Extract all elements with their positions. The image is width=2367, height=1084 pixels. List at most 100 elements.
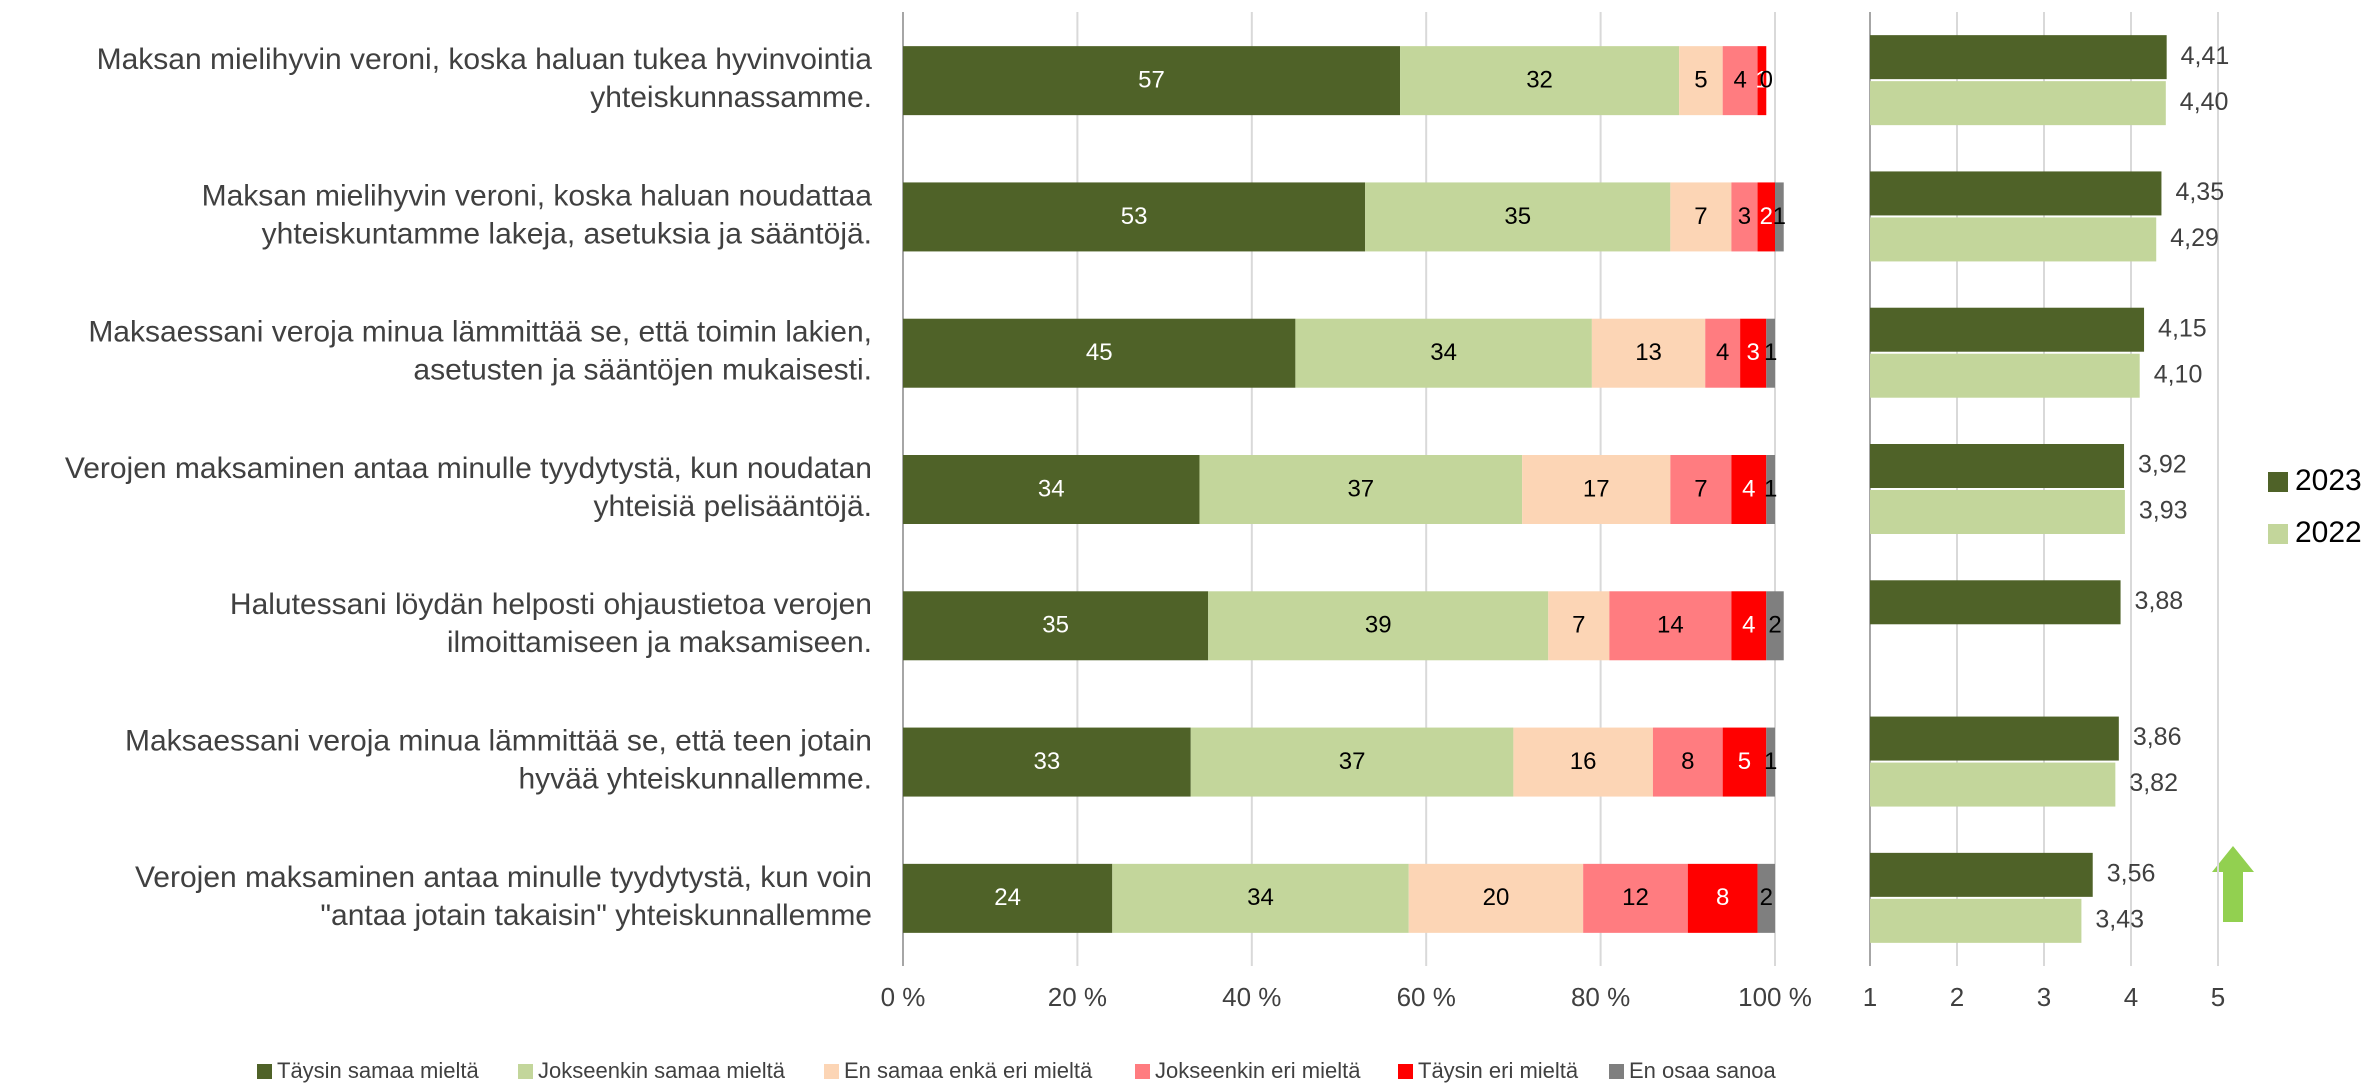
data-label: 1 xyxy=(1764,475,1777,502)
bar-segment xyxy=(1775,182,1784,252)
bar-segment xyxy=(1766,727,1775,797)
bar-segment xyxy=(1112,863,1409,933)
x-tick-label: 2 xyxy=(1950,982,1964,1012)
data-label: 57 xyxy=(1138,66,1165,93)
data-label: 4 xyxy=(1742,612,1755,639)
data-label: 1 xyxy=(1764,339,1777,366)
category-label: hyvää yhteiskunnallemme. xyxy=(518,762,872,795)
x-tick-label: 5 xyxy=(2211,982,2225,1012)
legend-label: Jokseenkin samaa mieltä xyxy=(538,1058,786,1083)
data-label: 14 xyxy=(1657,612,1684,639)
data-label: 4,15 xyxy=(2158,314,2207,342)
data-label: 24 xyxy=(994,884,1021,911)
data-label: 4,10 xyxy=(2154,360,2203,388)
legend-swatch xyxy=(1398,1064,1413,1079)
data-label: 12 xyxy=(1622,884,1649,911)
bar-segment xyxy=(903,46,1401,116)
bar-segment xyxy=(1740,318,1767,388)
legend-label: 2023 xyxy=(2295,464,2362,497)
bar-segment xyxy=(1652,727,1723,797)
category-label: Maksan mielihyvin veroni, koska haluan n… xyxy=(202,179,873,212)
legend-label: Täysin samaa mieltä xyxy=(277,1058,480,1083)
category-label: Maksan mielihyvin veroni, koska haluan t… xyxy=(97,43,873,76)
bar-segment xyxy=(903,182,1366,252)
bar xyxy=(1870,217,2157,262)
data-label: 3,93 xyxy=(2139,497,2188,525)
category-label: Verojen maksaminen antaa minulle tyydyty… xyxy=(135,861,872,894)
data-label: 16 xyxy=(1570,748,1597,775)
bar-segment xyxy=(1400,46,1680,116)
x-tick-label: 100 % xyxy=(1738,982,1812,1012)
bar-segment xyxy=(1408,863,1584,933)
bar xyxy=(1870,716,2119,761)
data-label: 34 xyxy=(1247,884,1274,911)
category-label: yhteisiä pelisääntöjä. xyxy=(593,490,872,523)
x-tick-label: 4 xyxy=(2124,982,2138,1012)
bar-segment xyxy=(1679,46,1723,116)
data-label: 4 xyxy=(1716,339,1729,366)
bar-segment xyxy=(1705,318,1741,388)
data-label: 5 xyxy=(1738,748,1751,775)
data-label: 3 xyxy=(1747,339,1760,366)
legend-label: Täysin eri mieltä xyxy=(1418,1058,1579,1083)
data-label: 3,86 xyxy=(2133,723,2182,751)
data-label: 8 xyxy=(1681,748,1694,775)
data-label: 53 xyxy=(1121,203,1148,230)
data-label: 1 xyxy=(1773,203,1786,230)
data-label: 4,35 xyxy=(2175,178,2224,206)
data-label: 2 xyxy=(1768,612,1781,639)
data-label: 1 xyxy=(1764,748,1777,775)
legend-swatch xyxy=(257,1064,272,1079)
legend-swatch xyxy=(1609,1064,1624,1079)
bar-segment xyxy=(1757,182,1775,252)
bar-segment xyxy=(1766,455,1775,524)
category-label: "antaa jotain takaisin" yhteiskunnallemm… xyxy=(320,899,872,932)
x-tick-label: 3 xyxy=(2037,982,2051,1012)
data-label: 34 xyxy=(1038,475,1065,502)
category-label: Maksaessani veroja minua lämmittää se, e… xyxy=(88,316,872,349)
data-label: 4,41 xyxy=(2181,42,2230,70)
bar xyxy=(1870,35,2167,80)
bar-segment xyxy=(1670,182,1732,252)
bar-segment xyxy=(1722,46,1758,116)
bar-segment xyxy=(1190,727,1514,797)
bar-segment xyxy=(903,455,1200,524)
bar-segment xyxy=(903,591,1209,661)
bar-segment xyxy=(1199,455,1523,524)
data-label: 13 xyxy=(1635,339,1662,366)
bar-segment xyxy=(1583,863,1688,933)
data-label: 17 xyxy=(1583,475,1610,502)
data-label: 3 xyxy=(1738,203,1751,230)
category-label: Halutessani löydän helposti ohjaustietoa… xyxy=(230,588,872,621)
data-label: 4,40 xyxy=(2180,88,2229,116)
category-label: Verojen maksaminen antaa minulle tyydyty… xyxy=(65,452,872,485)
data-label: 34 xyxy=(1430,339,1457,366)
data-label: 37 xyxy=(1347,475,1374,502)
bar-segment xyxy=(1722,727,1767,797)
data-label: 1 xyxy=(1755,66,1768,93)
data-label: 3,82 xyxy=(2129,769,2178,797)
bar-segment xyxy=(1766,318,1775,388)
bar xyxy=(1870,307,2145,352)
data-label: 35 xyxy=(1504,203,1531,230)
bar-segment xyxy=(903,863,1113,933)
x-tick-label: 1 xyxy=(1863,982,1877,1012)
bar-segment xyxy=(903,727,1191,797)
x-tick-label: 40 % xyxy=(1222,982,1281,1012)
bar-segment xyxy=(1731,455,1767,524)
bar-segment xyxy=(903,318,1296,388)
legend-swatch xyxy=(2268,472,2288,492)
data-label: 0 xyxy=(1760,66,1773,93)
data-label: 5 xyxy=(1694,66,1707,93)
bar xyxy=(1870,898,2082,943)
x-tick-label: 80 % xyxy=(1571,982,1630,1012)
legend-swatch xyxy=(1135,1064,1150,1079)
bar xyxy=(1870,490,2125,534)
bar-segment xyxy=(1365,182,1671,252)
category-label: asetusten ja sääntöjen mukaisesti. xyxy=(413,354,872,387)
bar-segment xyxy=(1766,591,1784,661)
bar-segment xyxy=(1609,591,1732,661)
bar-segment xyxy=(1757,46,1767,116)
x-tick-label: 60 % xyxy=(1397,982,1456,1012)
